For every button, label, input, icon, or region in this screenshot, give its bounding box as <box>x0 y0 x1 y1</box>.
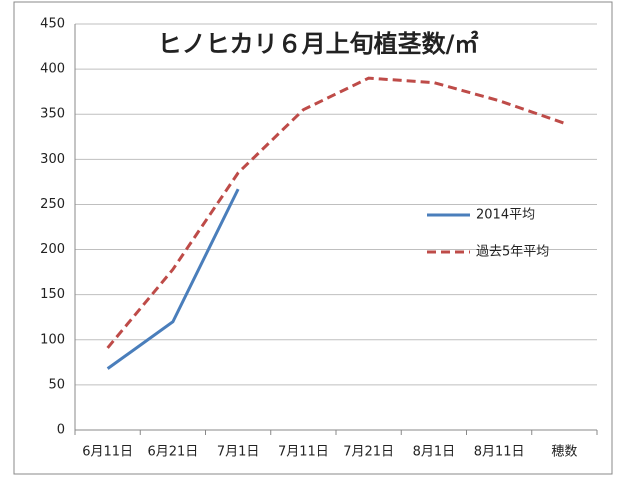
x-tick-label: 6月11日 <box>82 445 133 460</box>
legend-label: 2014平均 <box>476 208 535 223</box>
series-line <box>106 188 240 370</box>
y-tick-label: 450 <box>40 17 65 32</box>
x-tick-label: 7月11日 <box>278 445 329 460</box>
y-tick-label: 100 <box>40 332 65 347</box>
x-tick-label: 穂数 <box>551 445 577 460</box>
y-tick-label: 150 <box>40 287 65 302</box>
y-tick-label: 400 <box>40 62 65 77</box>
legend-label: 過去5年平均 <box>476 245 549 260</box>
x-tick-label: 6月21日 <box>147 445 198 460</box>
chart-title: ヒノヒカリ６月上旬植茎数/㎡ <box>158 30 479 58</box>
x-tick-label: 8月1日 <box>413 445 456 460</box>
y-tick-label: 200 <box>40 242 65 257</box>
x-tick-label: 8月11日 <box>474 445 525 460</box>
y-tick-label: 350 <box>40 107 65 122</box>
y-tick-label: 50 <box>48 377 65 392</box>
y-tick-label: 250 <box>40 197 65 212</box>
y-tick-label: 300 <box>40 152 65 167</box>
x-tick-label: 7月1日 <box>217 445 260 460</box>
x-tick-label: 7月21日 <box>343 445 394 460</box>
chart-frame <box>13 1 613 475</box>
y-tick-label: 0 <box>57 423 65 438</box>
